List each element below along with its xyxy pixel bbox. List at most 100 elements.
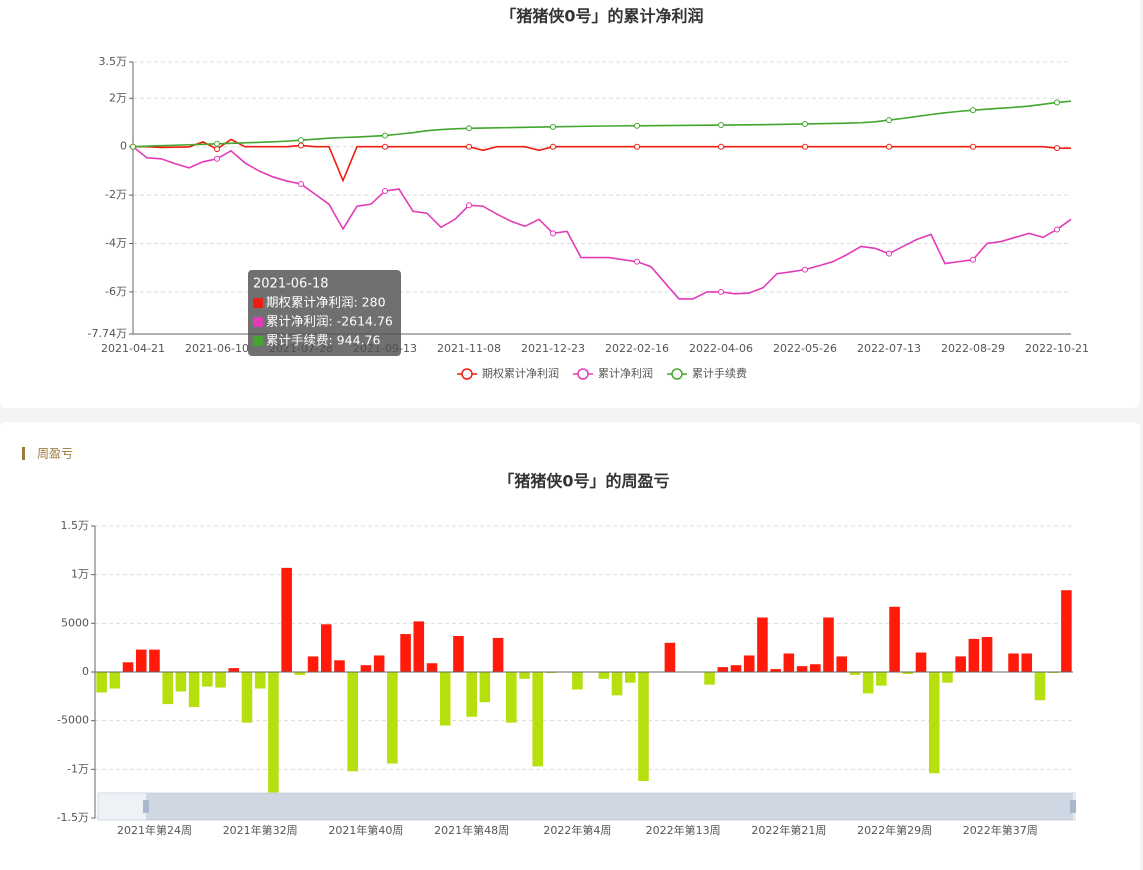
bar [757, 617, 768, 672]
section-title: 周盈亏 [37, 447, 73, 461]
bar [466, 672, 477, 717]
line [132, 146, 1072, 300]
bar [770, 669, 781, 672]
point [298, 180, 304, 187]
chart: 「猪猪侠0号」的周盈亏 1.5万 1万 5000 0 -5000 -1万 -1.5万 2021年… [57, 472, 1073, 837]
bar [149, 649, 160, 672]
legend-item: 期权累计净利润 [457, 366, 559, 380]
bar [360, 665, 372, 672]
bar [202, 672, 213, 687]
bar [928, 672, 940, 774]
zoom-slider[interactable] [97, 792, 1076, 821]
bar [664, 642, 676, 672]
point [802, 143, 808, 150]
tooltip-title: 2021-06-18 [253, 277, 329, 292]
y-tick-label: 0 [82, 665, 89, 678]
bar [955, 656, 966, 672]
y-tick-label: -1.5万 [57, 811, 89, 824]
point [298, 137, 304, 144]
point [1054, 99, 1060, 106]
bar [876, 672, 887, 686]
bar [730, 665, 742, 672]
point [214, 140, 220, 147]
slider-handle[interactable] [1070, 800, 1076, 813]
point [718, 143, 724, 150]
bar [1061, 590, 1072, 672]
bar [598, 672, 610, 679]
bar [889, 606, 900, 672]
point [550, 230, 556, 237]
point [886, 143, 892, 150]
tooltip-box [248, 270, 401, 356]
y-tick-label: 5000 [61, 616, 89, 629]
point [634, 122, 640, 129]
x-tick-label: 2022年第37周 [963, 823, 1038, 837]
x-tick-label: 2021-06-10 [185, 342, 249, 355]
bar [426, 663, 438, 672]
legend-item: 累计手续费 [667, 366, 747, 380]
tooltip-row: 累计净利润: -2614.76 [266, 314, 393, 329]
y-tick-label: -7.74万 [88, 327, 127, 340]
bar [796, 666, 808, 672]
legend-icon [461, 368, 473, 380]
bar [1021, 653, 1033, 672]
bar [519, 672, 530, 679]
y-tick-label: -2万 [105, 188, 127, 201]
point [970, 107, 976, 114]
point [382, 132, 388, 139]
bar [96, 672, 107, 693]
point [466, 125, 472, 132]
bar [532, 672, 544, 767]
point [886, 250, 892, 257]
bar [294, 672, 306, 675]
tooltip-swatch [253, 298, 263, 308]
point [214, 155, 220, 162]
bar [717, 667, 729, 672]
point [634, 258, 640, 265]
tooltip: 2021-06-18 期权累计净利润: 280 累计净利润: -2614.76 累计手… [248, 270, 401, 356]
bar [453, 635, 464, 672]
bar [823, 617, 834, 672]
slider-handle[interactable] [143, 800, 149, 813]
y-tick-label: 0 [120, 140, 127, 153]
bar [228, 668, 240, 672]
legend-label: 期权累计净利润 [482, 366, 559, 380]
legend-label: 累计净利润 [598, 366, 653, 380]
bar [268, 672, 279, 794]
bar [638, 672, 649, 782]
bar [175, 672, 187, 692]
x-tick-label: 2021-11-08 [437, 342, 501, 355]
bar [109, 672, 121, 689]
line [133, 138, 1071, 183]
point [1054, 145, 1060, 152]
bar [506, 672, 517, 723]
bar [281, 567, 292, 672]
point [718, 288, 724, 295]
bar [320, 624, 332, 672]
bar [862, 672, 874, 694]
x-tick-label: 2021-04-21 [101, 342, 165, 355]
x-tick-label: 2022年第29周 [857, 823, 932, 837]
bar [492, 637, 504, 672]
point [970, 143, 976, 150]
bar [347, 672, 359, 772]
y-tick-label: 1万 [71, 568, 89, 581]
point [886, 117, 892, 124]
x-tick-label: 2022-08-29 [941, 342, 1005, 355]
bar [743, 655, 755, 672]
y-tick-label: -5000 [57, 714, 89, 727]
x-tick-label: 2022年第21周 [751, 823, 826, 837]
point [466, 143, 472, 150]
bar [387, 672, 398, 764]
chart: 「猪猪侠0号」的累计净利润 3.5万 2万 0 -2万 -4万 -6万 -7.74万 2021-… [88, 7, 1089, 381]
legend-label: 累计手续费 [692, 366, 747, 380]
slider-track [97, 792, 1076, 821]
bar [915, 652, 927, 672]
point [298, 142, 304, 149]
slider-window[interactable] [146, 793, 1073, 820]
point [634, 143, 640, 150]
tooltip-swatch [253, 317, 263, 327]
bar [849, 672, 861, 675]
